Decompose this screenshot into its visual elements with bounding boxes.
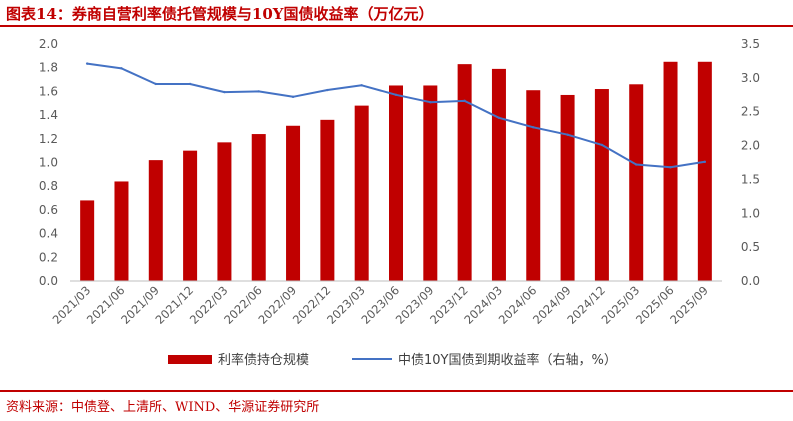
bar — [114, 181, 129, 281]
bar — [320, 119, 335, 281]
bottom-rule — [0, 390, 793, 392]
left-tick-label: 0.0 — [39, 274, 58, 288]
right-tick-label: 3.5 — [741, 37, 760, 51]
left-tick-label: 2.0 — [39, 37, 58, 51]
bar — [629, 84, 644, 281]
bar-series — [80, 61, 712, 282]
bar — [217, 142, 232, 281]
yield-point — [635, 163, 638, 166]
left-tick-label: 0.2 — [39, 250, 58, 264]
bar — [183, 150, 198, 281]
left-tick-label: 1.6 — [39, 84, 58, 98]
left-tick-label: 1.4 — [39, 108, 58, 122]
left-tick-label: 0.8 — [39, 179, 58, 193]
yield-point — [326, 88, 329, 92]
legend: 利率债持仓规模 中债10Y国债到期收益率（右轴，%） — [168, 352, 617, 368]
bar — [251, 134, 266, 281]
yield-point — [669, 166, 672, 169]
chart-title: 图表14：券商自营利率债托管规模与10Y国债收益率（万亿元） — [6, 5, 434, 23]
legend-bar-swatch — [168, 355, 212, 364]
left-axis: 0.0 0.2 0.4 0.6 0.8 1.0 1.2 1.4 1.6 1.8 2.0 — [39, 37, 58, 288]
bar — [423, 85, 438, 281]
right-tick-label: 3.0 — [741, 71, 760, 85]
bar — [286, 125, 301, 281]
bar — [594, 89, 609, 281]
left-tick-label: 0.6 — [39, 203, 58, 217]
legend-line-label: 中债10Y国债到期收益率（右轴，%） — [398, 352, 617, 368]
yield-point — [463, 99, 466, 103]
source-note: 资料来源：中债登、上清所、WIND、华源证券研究所 — [6, 400, 320, 415]
bar — [354, 105, 369, 282]
right-axis: 0.0 0.5 1.0 1.5 2.0 2.5 3.0 3.5 — [741, 37, 760, 288]
bar — [80, 200, 95, 281]
left-tick-label: 1.8 — [39, 61, 58, 75]
bar — [560, 94, 575, 281]
yield-point — [497, 116, 501, 120]
right-tick-label: 2.0 — [741, 139, 760, 153]
yield-point — [85, 62, 89, 65]
bar — [491, 68, 506, 281]
bar — [697, 61, 712, 282]
top-rule — [0, 25, 793, 27]
bar — [663, 61, 678, 282]
yield-point — [394, 93, 398, 96]
yield-point — [532, 126, 535, 129]
right-tick-label: 0.5 — [741, 240, 760, 254]
bar — [148, 160, 163, 281]
x-tick-label: 2025/09 — [667, 283, 711, 327]
left-tick-label: 0.4 — [39, 227, 58, 241]
bar — [457, 64, 472, 282]
yield-point — [429, 101, 432, 104]
yield-point — [154, 82, 157, 86]
yield-point — [600, 143, 604, 147]
left-tick-label: 1.0 — [39, 156, 58, 170]
yield-point — [223, 90, 226, 94]
left-tick-label: 1.2 — [39, 132, 58, 146]
x-axis-labels: 2021/032021/062021/092021/122022/032022/… — [50, 283, 711, 327]
bar — [389, 85, 403, 281]
yield-point — [257, 90, 260, 93]
yield-point — [703, 160, 707, 164]
right-tick-label: 2.5 — [741, 105, 760, 119]
yield-point — [188, 82, 192, 86]
right-tick-label: 1.5 — [741, 172, 760, 186]
right-tick-label: 1.0 — [741, 206, 760, 220]
legend-bar-label: 利率债持仓规模 — [218, 352, 309, 368]
yield-point — [291, 95, 295, 99]
yield-point — [566, 133, 569, 136]
right-tick-label: 0.0 — [741, 274, 760, 288]
yield-point — [120, 67, 123, 70]
bar — [526, 90, 541, 281]
yield-point — [360, 84, 363, 87]
